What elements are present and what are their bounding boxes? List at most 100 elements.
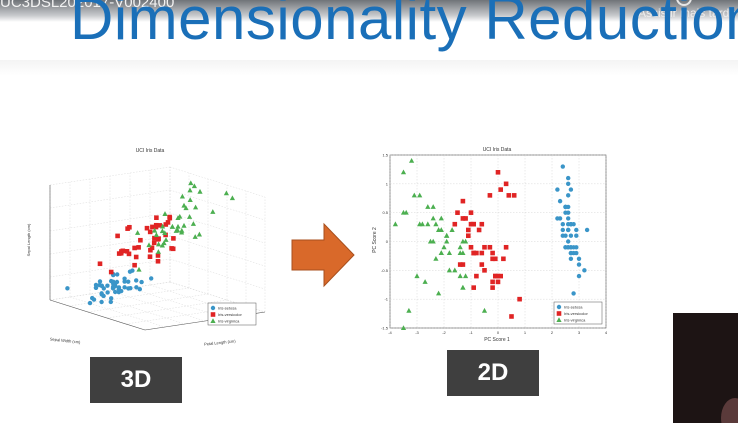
data-point: [557, 198, 563, 204]
data-point: [147, 229, 153, 235]
data-point: [468, 210, 474, 215]
watch-later-button[interactable]: Assistir mais tarde: [637, 6, 736, 20]
data-point: [159, 242, 165, 248]
data-point: [422, 279, 428, 284]
data-point: [99, 299, 104, 305]
x-tick-label: 3: [578, 330, 581, 335]
plot-3d: UCI Iris Data Sepal Width (cm) Petal Len…: [20, 140, 280, 350]
data-point: [576, 262, 582, 267]
label-2d: 2D: [447, 350, 539, 396]
data-point: [144, 225, 150, 231]
slide-title: Dimensionality Reduction: [70, 0, 738, 52]
data-point: [156, 241, 162, 247]
data-point: [93, 285, 99, 290]
data-point: [136, 266, 142, 272]
data-point: [120, 248, 126, 254]
data-point: [566, 227, 571, 233]
data-point: [468, 221, 474, 227]
data-point: [127, 224, 132, 230]
legend-marker: [210, 312, 216, 317]
data-point: [503, 244, 509, 250]
data-point: [566, 181, 571, 187]
data-point: [153, 232, 159, 237]
data-point: [460, 262, 466, 267]
grid-line: [87, 293, 209, 313]
data-point: [139, 279, 144, 285]
data-point: [438, 215, 444, 221]
data-point: [566, 175, 571, 181]
video-top-bar: UC3DSL202017-V002400 Assistir mais tarde: [0, 0, 738, 22]
data-point: [161, 240, 167, 246]
data-point: [495, 279, 501, 285]
data-point: [495, 170, 501, 175]
title-underlay: [0, 60, 738, 76]
legend-marker: [556, 304, 562, 310]
y-tick-label: 0.5: [382, 210, 388, 215]
data-point: [560, 222, 565, 227]
data-point: [196, 231, 202, 237]
data-point: [108, 269, 114, 275]
x-tick-label: -2: [442, 330, 446, 335]
data-point: [193, 204, 199, 210]
grid-line: [68, 287, 190, 307]
legend-box: [553, 301, 603, 325]
data-point: [563, 204, 568, 210]
data-point: [187, 214, 193, 219]
x-tick-label: -1: [469, 330, 473, 335]
data-point: [170, 246, 176, 252]
data-point: [192, 234, 198, 239]
data-point: [122, 279, 127, 284]
data-point: [115, 233, 120, 239]
data-point: [190, 221, 196, 226]
data-point: [490, 250, 495, 256]
data-point: [479, 250, 485, 256]
data-point: [466, 227, 471, 233]
data-point: [568, 256, 574, 261]
data-point: [563, 210, 568, 215]
grid-line: [69, 296, 166, 328]
zlabel-3d: Sepal Length (cm): [26, 223, 31, 256]
data-point: [417, 192, 423, 198]
data-point: [150, 224, 155, 230]
data-point: [223, 190, 229, 196]
data-point: [156, 236, 161, 241]
data-point: [392, 221, 398, 227]
data-point: [503, 181, 509, 187]
data-point: [493, 256, 498, 262]
data-point: [419, 221, 425, 227]
data-point: [460, 198, 466, 204]
data-point: [177, 213, 183, 219]
data-point: [162, 230, 168, 236]
presenter-video-thumbnail[interactable]: [671, 313, 738, 428]
legend-entry: Iris-virginica: [218, 319, 240, 324]
ylabel-3d: Petal Length (cm): [204, 338, 237, 346]
data-point: [210, 209, 216, 214]
data-point: [568, 233, 574, 238]
data-point: [571, 222, 576, 227]
data-point: [466, 233, 471, 239]
y-tick-label: 1: [386, 181, 389, 186]
grid-line: [49, 189, 171, 209]
grid-line: [125, 305, 247, 325]
data-point: [179, 193, 185, 199]
grid-line: [49, 281, 171, 301]
data-point: [157, 223, 163, 228]
xlabel-2d: PC Score 1: [484, 337, 510, 343]
data-point: [511, 193, 517, 198]
data-point: [438, 227, 444, 232]
data-point: [197, 188, 203, 194]
data-point: [101, 293, 106, 299]
data-point: [124, 249, 130, 254]
data-point: [175, 223, 181, 229]
data-point: [65, 286, 70, 291]
data-point: [576, 256, 582, 261]
data-point: [479, 262, 485, 267]
data-point: [133, 254, 139, 260]
data-point: [509, 314, 514, 319]
data-point: [128, 285, 133, 291]
data-point: [188, 180, 194, 186]
grid-line: [169, 258, 266, 290]
grid-line: [169, 166, 266, 198]
data-point: [183, 205, 189, 211]
